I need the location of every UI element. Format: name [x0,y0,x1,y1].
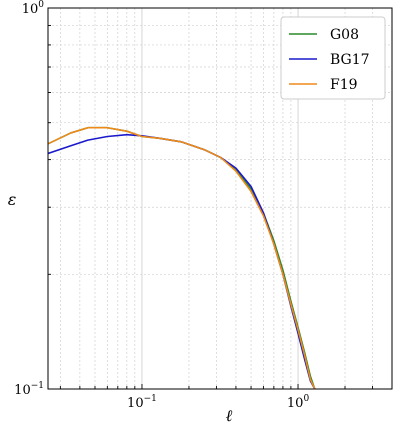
series-line-g08 [48,126,316,389]
legend-label-bg17: BG17 [330,52,370,68]
y-tick-label: 100 [22,0,45,17]
series-line-bg17 [48,133,316,389]
legend: G08 BG17 F19 [280,16,386,100]
grid [48,8,393,390]
legend-box [280,16,386,100]
x-axis-label: ℓ [226,406,233,425]
axis-ticks: 10−1 100 10−1 100 [14,0,393,411]
legend-label-f19: F19 [330,77,358,93]
x-tick-label: 100 [287,394,310,411]
legend-label-g08: G08 [330,27,359,43]
plot-frame [47,7,393,390]
x-tick-label: 10−1 [127,394,157,411]
series-line-f19 [48,126,316,389]
y-axis-label: ε [8,190,17,209]
y-tick-label: 10−1 [14,381,44,398]
series-lines [48,126,316,389]
